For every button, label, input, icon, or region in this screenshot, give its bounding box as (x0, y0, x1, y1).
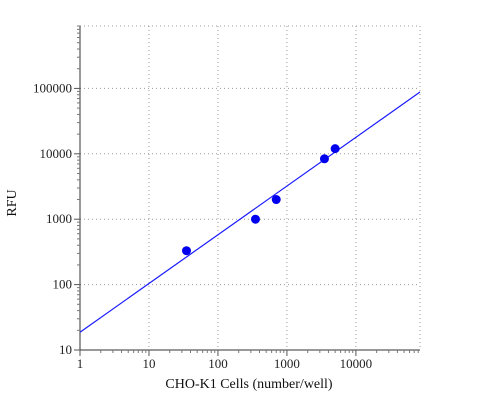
x-axis-title: CHO-K1 Cells (number/well) (165, 377, 333, 392)
y-axis-title: RFU (5, 189, 20, 216)
data-point (182, 246, 191, 256)
axes (74, 25, 420, 356)
data-point (250, 214, 260, 224)
data-point (319, 154, 329, 164)
fit-line-group (79, 91, 421, 333)
x-tick-label: 1 (77, 356, 84, 371)
data-point (330, 144, 340, 154)
grid (80, 25, 421, 350)
tick-labels: 1 10 100 1000 10000 10 100 1000 10000 100000 (33, 80, 372, 371)
data-points (182, 144, 340, 256)
fit-line (79, 91, 421, 333)
x-tick-label: 10 (142, 356, 155, 371)
y-tick-label: 10000 (40, 146, 73, 161)
y-tick-label: 100000 (33, 80, 72, 95)
x-tick-label: 100 (208, 356, 228, 371)
x-tick-label: 10000 (340, 356, 373, 371)
y-tick-label: 1000 (46, 211, 72, 226)
y-tick-label: 10 (59, 342, 72, 357)
data-point (271, 195, 281, 205)
y-tick-label: 100 (53, 277, 73, 292)
x-tick-label: 1000 (274, 356, 300, 371)
